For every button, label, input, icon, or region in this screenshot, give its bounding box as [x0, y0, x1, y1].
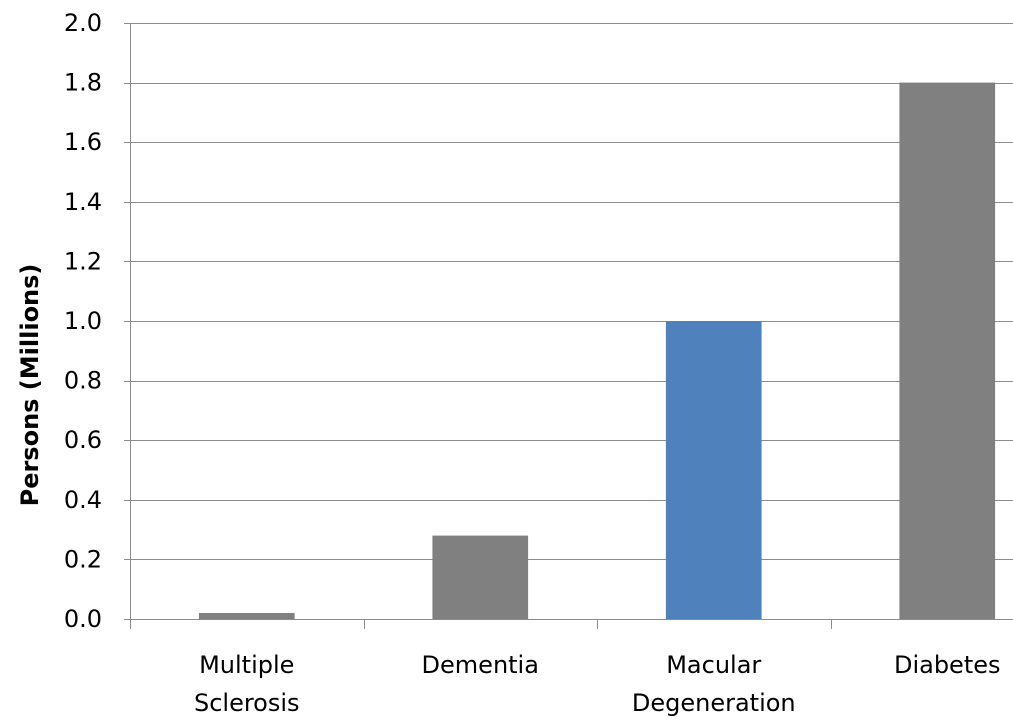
y-tick-label: 1.4	[64, 188, 102, 216]
bar	[899, 82, 996, 620]
x-tick-label: Diabetes	[894, 651, 1001, 679]
x-tick-label: Macular Degeneration	[632, 651, 796, 717]
x-tick-label-line: Degeneration	[632, 689, 796, 717]
y-tick-label: 1.0	[64, 307, 102, 335]
gridlines	[130, 23, 1013, 560]
x-tick-label: Multiple Sclerosis	[194, 651, 300, 717]
y-tick-label: 0.0	[64, 605, 102, 633]
y-tick-label: 0.4	[64, 486, 102, 514]
bars	[198, 82, 996, 620]
x-tick-label: Dementia	[422, 651, 539, 679]
y-tick-label: 0.2	[64, 545, 102, 573]
y-tick-label: 0.8	[64, 367, 102, 395]
x-tick-label-line: Multiple	[199, 651, 294, 679]
x-tick-label-line: Macular	[666, 651, 761, 679]
bar	[432, 535, 529, 619]
y-tick-label: 1.6	[64, 128, 102, 156]
y-tick-label: 1.8	[64, 69, 102, 97]
x-tick-label-line: Diabetes	[894, 651, 1001, 679]
x-tick-label-line: Sclerosis	[194, 689, 300, 717]
x-tick-label-line: Dementia	[422, 651, 539, 679]
y-tick-label: 1.2	[64, 247, 102, 275]
labels: 0.0 0.2 0.4 0.6 0.8 1.0 1.2 1.4 1.6 1.8 2.0 Multipl…	[64, 9, 1001, 717]
y-tick-label: 0.6	[64, 426, 102, 454]
y-axis-title: Persons (Millions)	[16, 264, 44, 507]
axes	[124, 23, 1013, 629]
y-tick-label: 2.0	[64, 9, 102, 37]
bar	[665, 321, 762, 619]
bar	[198, 613, 295, 619]
